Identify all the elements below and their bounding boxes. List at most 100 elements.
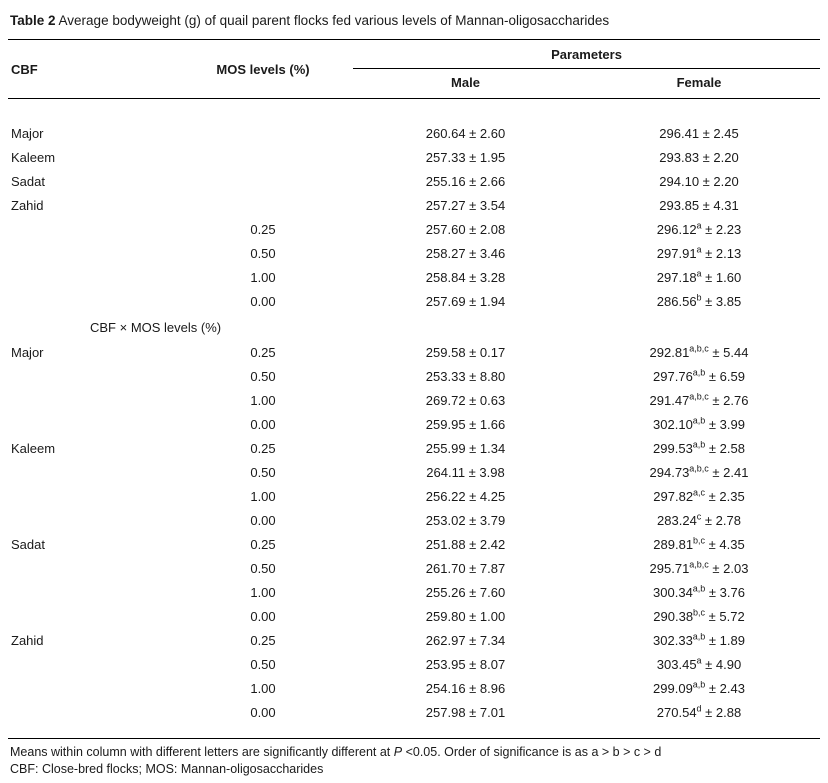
female-mean: 299.53 (653, 441, 693, 456)
female-mean: 289.81 (653, 537, 694, 552)
footnote-significance-order: <0.05. Order of significance is as a > b… (402, 745, 662, 759)
female-mean: 297.18 (656, 270, 697, 285)
cbf-cell (8, 461, 173, 485)
table-header: CBF MOS levels (%) Parameters Male Femal… (8, 39, 821, 99)
mos-level-cell: 0.00 (250, 417, 276, 432)
female-mean: 297.76 (653, 369, 693, 384)
table-body: Major 260.64 ± 2.60 296.41 ± 2.45 Kaleem 257… (8, 99, 820, 739)
table-label: Table 2 (10, 13, 56, 28)
female-mean: 303.45 (656, 657, 697, 672)
female-superscript: a,b,c (689, 343, 709, 354)
female-superscript: d (696, 703, 702, 714)
male-value-cell: 253.02 ± 3.79 (425, 513, 506, 528)
male-value-cell: 259.80 ± 1.00 (425, 609, 506, 624)
mos-level-cell: 0.25 (250, 345, 276, 360)
table-row: 0.50 261.70 ± 7.87 295.71a,b,c ± 2.03 (8, 557, 820, 581)
table-row: 0.50 258.27 ± 3.46 297.91a ± 2.13 (8, 242, 820, 266)
male-value-cell: 261.70 ± 7.87 (425, 561, 506, 576)
table-row: 0.00 259.80 ± 1.00 290.38b,c ± 5.72 (8, 605, 820, 629)
cbf-cell (8, 557, 173, 581)
female-superscript: a,b,c (689, 559, 709, 570)
female-value-cell: 270.54d ± 2.88 (578, 701, 820, 739)
table-row: 0.00 257.69 ± 1.94 286.56b ± 3.85 (8, 290, 820, 314)
male-value-cell: 259.58 ± 0.17 (425, 345, 506, 360)
female-superscript: a,b (692, 583, 706, 594)
female-value-cell: 299.09a,b ± 2.43 (578, 677, 820, 701)
female-error: ± 4.35 (705, 537, 745, 552)
table-row: Major 0.25 259.58 ± 0.17 292.81a,b,c ± 5.44 (8, 341, 820, 365)
mos-level-cell: 1.00 (250, 681, 276, 696)
male-value-cell: 269.72 ± 0.63 (425, 393, 506, 408)
female-mean: 296.12 (656, 222, 697, 237)
mos-level-cell: 0.00 (250, 705, 276, 720)
female-error: ± 2.41 (708, 465, 749, 480)
female-error: ± 2.13 (701, 246, 742, 261)
female-error: ± 3.99 (705, 417, 745, 432)
cbf-cell: Sadat (11, 174, 45, 189)
female-superscript: a,b (692, 367, 706, 378)
table-row: 0.50 264.11 ± 3.98 294.73a,b,c ± 2.41 (8, 461, 820, 485)
female-mean: 297.91 (656, 246, 697, 261)
table-row: 0.25 257.60 ± 2.08 296.12a ± 2.23 (8, 218, 820, 242)
female-value-cell: 290.38b,c ± 5.72 (578, 605, 820, 629)
mos-level-cell: 0.50 (250, 246, 276, 261)
female-error: ± 2.58 (705, 441, 745, 456)
female-error: ± 6.59 (705, 369, 745, 384)
female-superscript: a,b (692, 415, 706, 426)
male-value-cell: 257.60 ± 2.08 (425, 222, 506, 237)
cbf-cell: Zahid (11, 198, 44, 213)
female-error: ± 5.72 (705, 609, 745, 624)
mos-level-cell: 1.00 (250, 585, 276, 600)
mos-level-cell: 0.25 (250, 441, 276, 456)
column-header-cbf: CBF (8, 39, 173, 99)
mos-level-cell: 1.00 (250, 489, 276, 504)
female-mean: 292.81 (649, 345, 690, 360)
male-value-cell: 251.88 ± 2.42 (425, 537, 506, 552)
section-header-row: CBF × MOS levels (%) (8, 314, 820, 341)
female-error: ± 2.35 (705, 489, 745, 504)
table-row: 1.00 255.26 ± 7.60 300.34a,b ± 3.76 (8, 581, 820, 605)
table-row: Sadat 0.25 251.88 ± 2.42 289.81b,c ± 4.35 (8, 533, 820, 557)
mos-level-cell: 0.50 (250, 465, 276, 480)
female-value-cell: 291.47a,b,c ± 2.76 (578, 389, 820, 413)
table-row: Kaleem 0.25 255.99 ± 1.34 299.53a,b ± 2.58 (8, 437, 820, 461)
female-error: ± 1.60 (701, 270, 742, 285)
female-mean: 293.85 (659, 198, 700, 213)
female-value-cell: 294.73a,b,c ± 2.41 (578, 461, 820, 485)
cbf-cell (8, 413, 173, 437)
male-value-cell: 255.99 ± 1.34 (425, 441, 506, 456)
table-row: 0.00 253.02 ± 3.79 283.24c ± 2.78 (8, 509, 820, 533)
female-error: ± 2.20 (699, 150, 739, 165)
female-value-cell: 297.76a,b ± 6.59 (578, 365, 820, 389)
female-superscript: a,b,c (689, 463, 709, 474)
male-value-cell: 255.26 ± 7.60 (425, 585, 506, 600)
cbf-cell (8, 389, 173, 413)
female-mean: 283.24 (657, 513, 697, 528)
column-header-mos: MOS levels (%) (173, 39, 353, 99)
female-value-cell: 300.34a,b ± 3.76 (578, 581, 820, 605)
female-value-cell: 297.91a ± 2.13 (578, 242, 820, 266)
cbf-cell: Zahid (11, 633, 44, 648)
female-value-cell: 295.71a,b,c ± 2.03 (578, 557, 820, 581)
male-value-cell: 258.27 ± 3.46 (425, 246, 506, 261)
female-superscript: a (696, 268, 702, 279)
mos-level-cell (173, 99, 353, 147)
cbf-cell (8, 509, 173, 533)
mos-level-cell: 0.00 (250, 294, 276, 309)
header-row-1: CBF MOS levels (%) Parameters (8, 39, 821, 99)
female-error: ± 2.78 (701, 513, 741, 528)
table-row: 1.00 254.16 ± 8.96 299.09a,b ± 2.43 (8, 677, 820, 701)
cbf-cell (8, 266, 173, 290)
female-superscript: b (696, 292, 702, 303)
section-label: CBF × MOS levels (%) (90, 320, 222, 335)
female-value-cell: 293.83 ± 2.20 (578, 146, 820, 170)
female-error: ± 4.31 (699, 198, 739, 213)
male-value-cell: 258.84 ± 3.28 (425, 270, 506, 285)
cbf-cell (8, 653, 173, 677)
male-value-cell: 264.11 ± 3.98 (426, 465, 505, 480)
female-value-cell: 289.81b,c ± 4.35 (578, 533, 820, 557)
mos-level-cell: 0.25 (250, 633, 276, 648)
cbf-cell: Sadat (11, 537, 45, 552)
female-superscript: a,b (692, 679, 706, 690)
female-value-cell: 292.81a,b,c ± 5.44 (578, 341, 820, 365)
